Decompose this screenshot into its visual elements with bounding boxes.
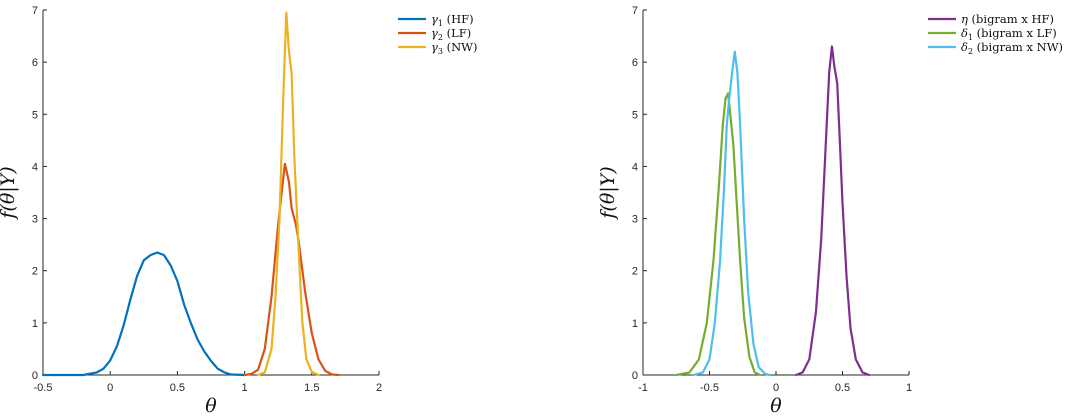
legend-entry: η (bigram x HF) <box>961 12 1054 26</box>
legend-subscript: 2 <box>968 47 973 56</box>
x-axis-label: θ <box>205 395 217 417</box>
series-line-0 <box>41 251 246 377</box>
x-tick-label: -1 <box>638 382 648 394</box>
legend-label: (NW) <box>443 40 478 54</box>
legend-label: (HF) <box>443 12 474 26</box>
legend-subscript: 3 <box>438 47 443 56</box>
legend-label: (bigram x LF) <box>973 26 1057 40</box>
y-tick-label: 1 <box>32 318 38 330</box>
legend-entry: γ2 (LF) <box>431 26 471 42</box>
series-line-1 <box>675 92 762 377</box>
x-tick-label: 0 <box>773 382 779 394</box>
y-tick-label: 6 <box>632 57 638 69</box>
y-axis-label: f(θ|Y) <box>0 166 19 220</box>
series-line-2 <box>256 11 320 377</box>
x-tick-label: 0 <box>107 382 113 394</box>
right-chart-panel: -1 -0.5 0 0.5 1 0 1 2 3 4 5 6 7 θ f(θ|Y) η (bigram x HF… <box>597 5 1063 417</box>
legend-label: (bigram x HF) <box>968 12 1054 26</box>
series-line-2 <box>692 50 771 377</box>
y-tick-label: 1 <box>632 318 638 330</box>
y-tick-label: 6 <box>32 57 38 69</box>
legend-symbol: δ <box>961 40 968 54</box>
legend-symbol: η <box>961 12 968 26</box>
y-tick-label: 5 <box>32 109 38 121</box>
legend-symbol: δ <box>961 26 968 40</box>
x-tick-label: 0.5 <box>835 382 850 394</box>
legend-entry: γ3 (NW) <box>431 40 477 56</box>
legend-label: (LF) <box>443 26 471 40</box>
y-tick-label: 0 <box>32 370 38 382</box>
legend-subscript: 1 <box>968 33 973 42</box>
y-tick-label: 2 <box>632 266 638 278</box>
y-tick-label: 7 <box>32 5 38 17</box>
y-tick-label: 4 <box>32 161 38 173</box>
y-tick-label: 4 <box>632 161 638 173</box>
legend-symbol: γ <box>431 12 438 26</box>
y-tick-label: 0 <box>632 370 638 382</box>
x-tick-label: 1 <box>906 382 912 394</box>
y-tick-label: 2 <box>32 266 38 278</box>
y-tick-label: 3 <box>632 214 638 226</box>
legend-symbol: γ <box>431 26 438 40</box>
x-tick-label: -0.5 <box>700 382 719 394</box>
x-tick-label: 1.5 <box>304 382 319 394</box>
legend-entry: δ2 (bigram x NW) <box>961 40 1063 56</box>
x-tick-label: 1 <box>242 382 248 394</box>
y-axis-label: f(θ|Y) <box>597 166 619 220</box>
series-line-0 <box>794 45 871 377</box>
legend-subscript: 2 <box>438 33 443 42</box>
legend-subscript: 1 <box>438 19 443 28</box>
legend-symbol: γ <box>431 40 438 54</box>
y-tick-label: 3 <box>32 214 38 226</box>
x-axis-label: θ <box>770 395 782 417</box>
x-tick-label: 2 <box>376 382 382 394</box>
x-tick-label: 0.5 <box>170 382 185 394</box>
legend-label: (bigram x NW) <box>973 40 1063 54</box>
x-tick-label: -0.5 <box>34 382 53 394</box>
legend-entry: δ1 (bigram x LF) <box>961 26 1057 42</box>
y-tick-label: 5 <box>632 109 638 121</box>
y-tick-label: 7 <box>632 5 638 17</box>
legend-entry: γ1 (HF) <box>431 12 474 28</box>
series-line-1 <box>243 162 340 377</box>
